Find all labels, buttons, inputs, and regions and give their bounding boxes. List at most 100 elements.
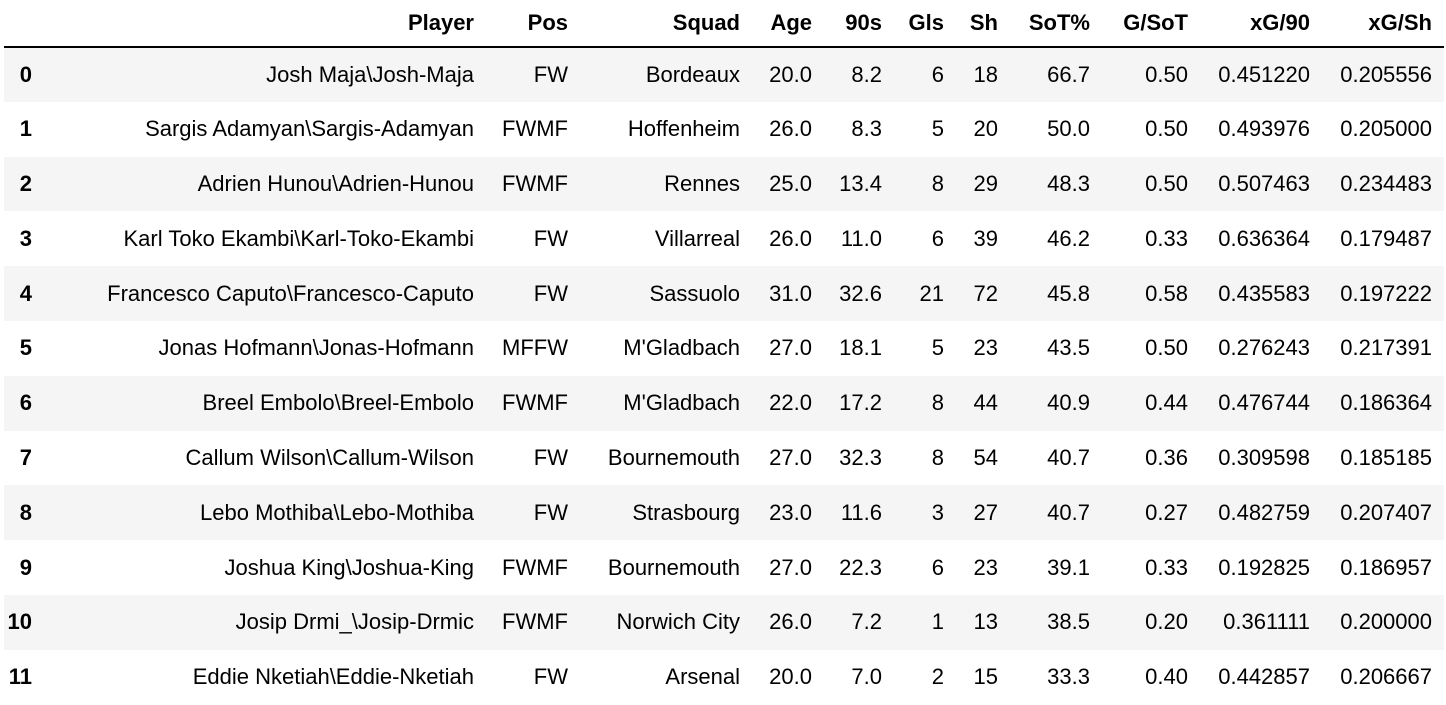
cell-g-per-sot: 0.50 [1145,61,1188,87]
cell-90s: 22.3 [839,554,882,580]
cell-gls: 6 [931,61,944,87]
cell-g-per-sot: 0.50 [1145,116,1188,142]
cell-90s: 7.0 [851,664,882,690]
dataframe-table: Player Pos Squad Age 90s Gls Sh SoT% G/S… [4,0,1444,705]
row-index: 1 [19,116,32,142]
cell-sh: 29 [973,170,998,196]
cell-xg-per-90: 0.276243 [1218,335,1310,361]
cell-pos: FWMF [502,116,568,142]
cell-90s: 13.4 [839,170,882,196]
column-header-player: Player [50,0,486,48]
column-header-pos: Pos [486,0,580,48]
cell-xg-per-90: 0.482759 [1218,499,1310,525]
cell-age: 27.0 [769,444,812,470]
cell-gls: 5 [931,335,944,361]
cell-g-per-sot: 0.58 [1145,280,1188,306]
cell-g-per-sot: 0.50 [1145,335,1188,361]
cell-squad: Villarreal [654,225,740,251]
cell-age: 25.0 [769,170,812,196]
cell-90s: 7.2 [851,609,882,635]
cell-sh: 27 [973,499,998,525]
cell-xg-per-90: 0.476744 [1218,390,1310,416]
cell-pos: FW [533,444,568,470]
cell-age: 26.0 [769,116,812,142]
cell-g-per-sot: 0.50 [1145,170,1188,196]
cell-xg-per-sh: 0.207407 [1340,499,1432,525]
cell-g-per-sot: 0.33 [1145,554,1188,580]
cell-sot-pct: 50.0 [1047,116,1090,142]
cell-age: 20.0 [769,61,812,87]
cell-player: Adrien Hunou\Adrien-Hunou [197,170,474,196]
cell-squad: Rennes [664,170,740,196]
cell-90s: 8.2 [851,61,882,87]
table-row: 10 Josip Drmi_\Josip-Drmic FWMF Norwich Cit… [4,594,1444,650]
cell-xg-per-sh: 0.197222 [1340,280,1432,306]
cell-xg-per-sh: 0.206667 [1340,664,1432,690]
cell-sot-pct: 39.1 [1047,554,1090,580]
cell-90s: 32.6 [839,280,882,306]
table-body: 0 Josh Maja\Josh-Maja FW Bordeaux 20.0 8.2 6 18… [4,47,1444,705]
row-index: 4 [19,280,32,306]
cell-pos: FW [533,61,568,87]
cell-sot-pct: 45.8 [1047,280,1090,306]
cell-90s: 11.6 [840,499,882,525]
cell-age: 23.0 [769,499,812,525]
cell-squad: Norwich City [616,609,740,635]
table-header: Player Pos Squad Age 90s Gls Sh SoT% G/S… [4,0,1444,48]
cell-xg-per-sh: 0.205556 [1340,61,1432,87]
cell-g-per-sot: 0.20 [1145,609,1188,635]
cell-g-per-sot: 0.27 [1145,499,1188,525]
header-row: Player Pos Squad Age 90s Gls Sh SoT% G/S… [4,0,1444,48]
row-index: 0 [19,61,32,87]
cell-pos: FWMF [502,170,568,196]
table-row: 8 Lebo Mothiba\Lebo-Mothiba FW Strasbourg 23… [4,485,1444,541]
cell-xg-per-90: 0.507463 [1218,170,1310,196]
cell-squad: Sassuolo [649,280,740,306]
column-header-age: Age [752,0,824,48]
cell-pos: FW [533,664,568,690]
cell-age: 26.0 [769,225,812,251]
row-index: 3 [19,225,32,251]
cell-pos: MFFW [502,335,568,361]
column-header-g-per-sot: G/SoT [1102,0,1200,48]
column-header-xg-per-90: xG/90 [1200,0,1322,48]
table-row: 2 Adrien Hunou\Adrien-Hunou FWMF Rennes 25.0… [4,156,1444,212]
cell-squad: Arsenal [665,664,740,690]
cell-sot-pct: 38.5 [1047,609,1090,635]
cell-squad: Strasbourg [632,499,740,525]
cell-gls: 3 [931,499,944,525]
row-index: 11 [8,664,32,690]
column-header-sh: Sh [956,0,1010,48]
cell-g-per-sot: 0.44 [1145,390,1188,416]
cell-player: Josh Maja\Josh-Maja [266,61,474,87]
cell-90s: 18.1 [839,335,882,361]
row-index: 5 [19,335,32,361]
cell-age: 27.0 [769,335,812,361]
column-header-xg-per-sh: xG/Sh [1322,0,1444,48]
cell-player: Karl Toko Ekambi\Karl-Toko-Ekambi [123,225,475,251]
cell-sot-pct: 33.3 [1047,664,1090,690]
table-row: 0 Josh Maja\Josh-Maja FW Bordeaux 20.0 8.2 6 18… [4,47,1444,102]
cell-sot-pct: 46.2 [1047,225,1090,251]
cell-90s: 8.3 [851,116,882,142]
cell-gls: 5 [931,116,944,142]
cell-gls: 8 [931,444,944,470]
cell-xg-per-sh: 0.186364 [1340,390,1432,416]
cell-90s: 11.0 [840,225,882,251]
cell-player: Jonas Hofmann\Jonas-Hofmann [158,335,475,361]
cell-pos: FWMF [502,554,568,580]
cell-age: 26.0 [769,609,812,635]
table-row: 7 Callum Wilson\Callum-Wilson FW Bournemout… [4,430,1444,486]
cell-squad: Hoffenheim [627,116,740,142]
cell-pos: FWMF [502,390,568,416]
cell-xg-per-90: 0.442857 [1218,664,1310,690]
cell-sh: 54 [973,444,998,470]
cell-player: Lebo Mothiba\Lebo-Mothiba [200,499,474,525]
cell-sh: 44 [973,390,998,416]
cell-xg-per-sh: 0.217391 [1340,335,1432,361]
table-row: 9 Joshua King\Joshua-King FWMF Bournemouth 2… [4,540,1444,595]
cell-sh: 13 [973,609,998,635]
cell-xg-per-90: 0.636364 [1218,225,1310,251]
cell-sot-pct: 48.3 [1047,170,1090,196]
cell-squad: Bournemouth [607,444,740,470]
